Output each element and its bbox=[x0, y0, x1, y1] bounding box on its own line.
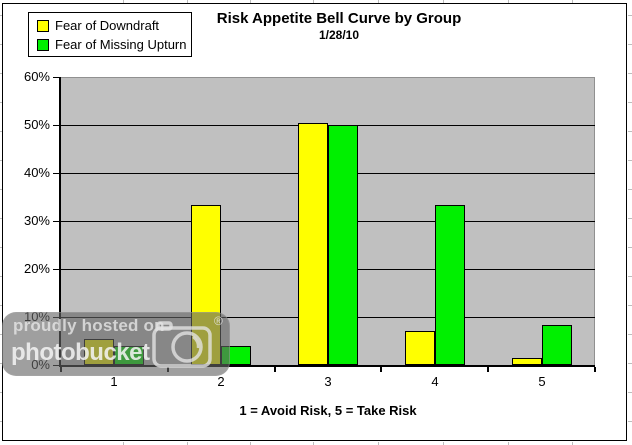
sheet-row-line bbox=[0, 276, 2, 277]
sheet-column-line bbox=[443, 442, 444, 445]
legend-item-1: Fear of Missing Upturn bbox=[29, 35, 191, 54]
x-tick-4 bbox=[487, 367, 489, 372]
bar-fear-of-downdraft-cat4 bbox=[405, 331, 435, 365]
sheet-row-line bbox=[0, 305, 2, 306]
sheet-row-line bbox=[628, 305, 632, 306]
sheet-row-line bbox=[628, 421, 632, 422]
sheet-column-line bbox=[572, 0, 573, 3]
legend-label: Fear of Missing Upturn bbox=[55, 37, 187, 52]
sheet-row-line bbox=[0, 392, 2, 393]
sheet-row-line bbox=[628, 363, 632, 364]
sheet-row-line bbox=[0, 102, 2, 103]
sheet-row-line bbox=[0, 73, 2, 74]
bar-fear-of-missing-upturn-cat4 bbox=[435, 205, 465, 365]
sheet-row-line bbox=[628, 392, 632, 393]
y-tick-label-60: 60% bbox=[23, 69, 50, 84]
legend-item-0: Fear of Downdraft bbox=[29, 16, 191, 35]
sheet-column-line bbox=[250, 442, 251, 445]
chart-subtitle: 1/28/10 bbox=[318, 28, 360, 42]
sheet-row-line bbox=[628, 276, 632, 277]
legend-swatch-icon bbox=[37, 38, 49, 51]
sheet-column-line bbox=[443, 0, 444, 3]
bar-fear-of-missing-upturn-cat3 bbox=[328, 125, 358, 365]
x-category-label-3: 3 bbox=[324, 374, 332, 389]
sheet-column-line bbox=[572, 442, 573, 445]
y-axis-line bbox=[59, 77, 61, 367]
sheet-column-line bbox=[378, 442, 379, 445]
watermark-line2: photobucket bbox=[11, 339, 150, 366]
sheet-row-line bbox=[628, 15, 632, 16]
legend: Fear of Downdraft Fear of Missing Upturn bbox=[28, 12, 192, 57]
y-tick-30 bbox=[53, 221, 59, 222]
registered-trademark-icon: ® bbox=[214, 314, 223, 328]
sheet-row-line bbox=[0, 189, 2, 190]
sheet-row-line bbox=[628, 102, 632, 103]
sheet-row-line bbox=[628, 247, 632, 248]
sheet-column-line bbox=[123, 442, 124, 445]
photobucket-watermark: proudly hosted on photobucket ® bbox=[2, 312, 230, 376]
sheet-row-line bbox=[628, 189, 632, 190]
watermark-line1: proudly hosted on bbox=[13, 316, 165, 335]
sheet-column-line bbox=[123, 0, 124, 3]
x-category-label-2: 2 bbox=[217, 374, 225, 389]
legend-swatch-icon bbox=[37, 19, 49, 32]
x-category-label-1: 1 bbox=[110, 374, 118, 389]
x-axis-title: 1 = Avoid Risk, 5 = Take Risk bbox=[239, 403, 417, 418]
sheet-row-line bbox=[0, 160, 2, 161]
x-category-label-5: 5 bbox=[538, 374, 546, 389]
y-tick-label-50: 50% bbox=[23, 117, 50, 132]
bar-fear-of-downdraft-cat5 bbox=[512, 358, 542, 365]
sheet-column-line bbox=[378, 0, 379, 3]
sheet-row-line bbox=[0, 363, 2, 364]
x-tick-5 bbox=[594, 367, 596, 372]
bar-fear-of-downdraft-cat3 bbox=[298, 123, 328, 365]
chart-title-block: Risk Appetite Bell Curve by Group 1/28/1… bbox=[72, 9, 606, 43]
sheet-column-line bbox=[313, 442, 314, 445]
chart-title: Risk Appetite Bell Curve by Group bbox=[216, 10, 462, 27]
sheet-row-line bbox=[0, 218, 2, 219]
y-tick-60 bbox=[53, 77, 59, 78]
sheet-row-line bbox=[0, 131, 2, 132]
y-tick-40 bbox=[53, 173, 59, 174]
sheet-row-line bbox=[0, 247, 2, 248]
sheet-column-line bbox=[313, 0, 314, 3]
sheet-row-line bbox=[0, 421, 2, 422]
y-tick-label-40: 40% bbox=[23, 165, 50, 180]
x-tick-2 bbox=[274, 367, 276, 372]
sheet-column-line bbox=[508, 0, 509, 3]
sheet-column-line bbox=[250, 0, 251, 3]
sheet-column-line bbox=[187, 0, 188, 3]
sheet-row-line bbox=[628, 73, 632, 74]
y-tick-20 bbox=[53, 269, 59, 270]
sheet-row-line bbox=[628, 218, 632, 219]
y-tick-label-30: 30% bbox=[23, 213, 50, 228]
sheet-column-line bbox=[508, 442, 509, 445]
x-tick-3 bbox=[380, 367, 382, 372]
camera-icon bbox=[151, 321, 213, 374]
sheet-row-line bbox=[0, 15, 2, 16]
legend-label: Fear of Downdraft bbox=[55, 18, 160, 33]
sheet-row-line bbox=[0, 334, 2, 335]
sheet-row-line bbox=[628, 131, 632, 132]
sheet-row-line bbox=[628, 44, 632, 45]
sheet-row-line bbox=[628, 160, 632, 161]
sheet-row-line bbox=[0, 44, 2, 45]
sheet-column-line bbox=[187, 442, 188, 445]
bar-fear-of-missing-upturn-cat5 bbox=[542, 325, 572, 365]
sheet-row-line bbox=[628, 334, 632, 335]
x-category-label-4: 4 bbox=[431, 374, 439, 389]
y-tick-label-20: 20% bbox=[23, 261, 50, 276]
x-axis-line bbox=[59, 365, 595, 367]
y-tick-50 bbox=[53, 125, 59, 126]
